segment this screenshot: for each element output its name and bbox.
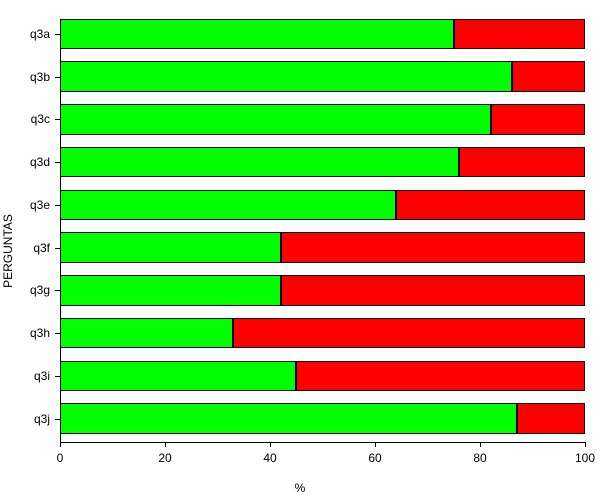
bar-segment-green — [60, 61, 512, 92]
bar-segment-red — [233, 318, 585, 349]
bar-row: q3b — [60, 61, 585, 92]
y-tick-label: q3a — [30, 27, 60, 41]
bar-segment-green — [60, 19, 454, 50]
bar-stack — [60, 147, 585, 178]
bar-row: q3g — [60, 275, 585, 306]
x-tick-label: 80 — [473, 451, 486, 465]
bar-row: q3c — [60, 104, 585, 135]
y-tick-label: q3j — [34, 412, 60, 426]
bar-stack — [60, 318, 585, 349]
y-tick-label: q3b — [30, 70, 60, 84]
y-tick-label: q3h — [30, 326, 60, 340]
y-tick-label: q3f — [33, 241, 60, 255]
bar-segment-green — [60, 232, 281, 263]
bar-stack — [60, 403, 585, 434]
x-tick-label: 20 — [158, 451, 171, 465]
bar-segment-green — [60, 403, 517, 434]
stacked-bar-chart: PERGUNTAS % q3aq3bq3cq3dq3eq3fq3gq3hq3iq… — [0, 0, 600, 501]
bar-segment-green — [60, 104, 491, 135]
x-tick-mark — [165, 442, 166, 447]
bar-row: q3i — [60, 361, 585, 392]
bar-segment-red — [281, 275, 586, 306]
bar-segment-red — [454, 19, 585, 50]
y-tick-label: q3d — [30, 155, 60, 169]
bar-row: q3a — [60, 19, 585, 50]
y-tick-label: q3e — [30, 198, 60, 212]
x-tick-mark — [585, 442, 586, 447]
bar-segment-green — [60, 147, 459, 178]
bar-segment-red — [396, 190, 585, 221]
bar-row: q3d — [60, 147, 585, 178]
bar-stack — [60, 275, 585, 306]
y-tick-label: q3i — [34, 369, 60, 383]
bar-row: q3j — [60, 403, 585, 434]
x-tick-label: 100 — [575, 451, 595, 465]
bar-segment-red — [459, 147, 585, 178]
bar-stack — [60, 190, 585, 221]
bar-segment-red — [517, 403, 585, 434]
x-tick-mark — [375, 442, 376, 447]
y-tick-label: q3g — [30, 283, 60, 297]
bar-stack — [60, 104, 585, 135]
x-axis-title: % — [295, 481, 306, 495]
plot-area: q3aq3bq3cq3dq3eq3fq3gq3hq3iq3j0204060801… — [60, 10, 585, 446]
x-tick-label: 0 — [57, 451, 64, 465]
bar-stack — [60, 61, 585, 92]
x-tick-mark — [60, 442, 61, 447]
bar-segment-green — [60, 318, 233, 349]
x-tick-label: 40 — [263, 451, 276, 465]
bar-segment-green — [60, 275, 281, 306]
bar-segment-red — [281, 232, 586, 263]
bar-row: q3h — [60, 318, 585, 349]
bar-segment-green — [60, 361, 296, 392]
bar-segment-green — [60, 190, 396, 221]
bar-segment-red — [491, 104, 586, 135]
x-axis-line — [60, 442, 585, 443]
bar-stack — [60, 19, 585, 50]
y-axis-title: PERGUNTAS — [1, 214, 15, 288]
x-tick-mark — [270, 442, 271, 447]
bar-stack — [60, 361, 585, 392]
bar-stack — [60, 232, 585, 263]
x-tick-mark — [480, 442, 481, 447]
bar-row: q3f — [60, 232, 585, 263]
x-tick-label: 60 — [368, 451, 381, 465]
bar-segment-red — [512, 61, 586, 92]
y-tick-label: q3c — [31, 112, 60, 126]
bar-row: q3e — [60, 190, 585, 221]
bar-segment-red — [296, 361, 585, 392]
